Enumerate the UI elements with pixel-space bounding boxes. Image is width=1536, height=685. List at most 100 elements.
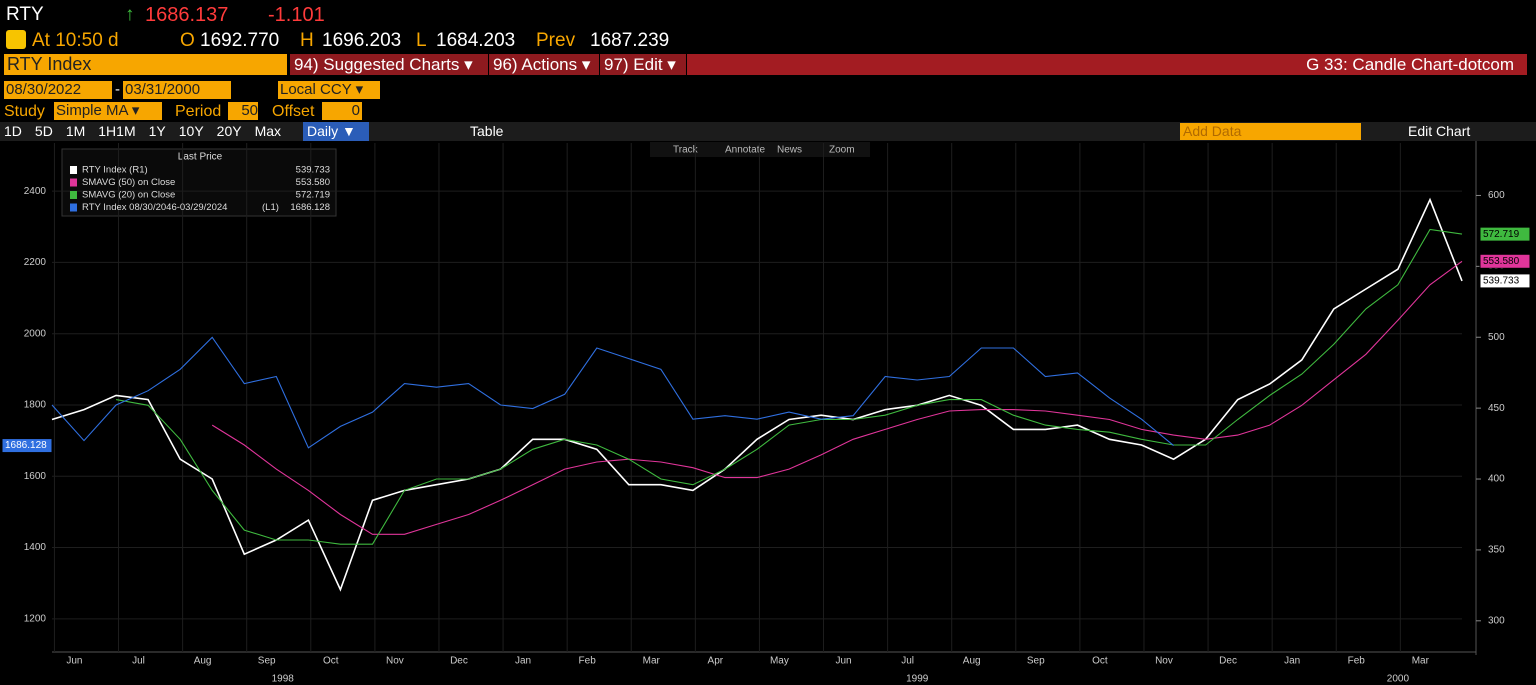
legend-name: RTY Index (R1) <box>82 165 148 176</box>
offset-field[interactable]: 0 <box>322 102 362 120</box>
title-band <box>687 54 1527 75</box>
header-area: RTY ↑ 1686.137 -1.101 At 10:50 d O 1692.… <box>0 0 1536 141</box>
edit-chart[interactable]: Edit Chart <box>1408 123 1471 139</box>
alert-icon[interactable] <box>6 30 26 49</box>
last-price: 1686.137 <box>145 4 229 26</box>
x-tick-label: Nov <box>1155 656 1173 667</box>
range-tab[interactable]: 1D <box>4 123 22 139</box>
last-value-label: 539.733 <box>1483 276 1520 287</box>
y-tick-label: 1400 <box>24 542 47 553</box>
x-tick-label: Dec <box>450 656 468 667</box>
x-tick-label: Oct <box>323 656 339 667</box>
legend-name: RTY Index 08/30/2046-03/29/2024 <box>82 202 227 213</box>
open-label: O <box>180 30 195 51</box>
legend-title: Last Price <box>178 152 223 163</box>
table-tab[interactable]: Table <box>470 123 504 139</box>
range-tab[interactable]: 1Y <box>148 123 166 139</box>
x-tick-label: Mar <box>1412 656 1430 667</box>
legend-name: SMAVG (50) on Close <box>82 177 175 188</box>
chart-tool: Track <box>673 145 699 156</box>
last-value-tag <box>1479 253 1531 269</box>
series-line <box>116 228 1463 545</box>
add-data-field[interactable]: Add Data <box>1180 123 1361 140</box>
range-tab[interactable]: 1M <box>65 123 86 139</box>
ticker: RTY <box>6 4 44 25</box>
legend-tag: (L1) <box>262 202 279 213</box>
legend-name: SMAVG (20) on Close <box>82 190 175 201</box>
menu-item[interactable]: 97) Edit ▾ <box>600 54 686 75</box>
x-tick-label: Mar <box>643 656 661 667</box>
series-line <box>51 336 1174 449</box>
legend-value: 1686.128 <box>290 202 330 213</box>
legend-swatch <box>70 191 77 199</box>
x-tick-label: Apr <box>708 656 724 667</box>
x-tick-label: Aug <box>194 656 212 667</box>
x-tick-label: Jan <box>1284 656 1300 667</box>
up-arrow: ↑ <box>125 4 135 25</box>
x-tick-label: Jun <box>835 656 851 667</box>
legend-value: 539.733 <box>296 165 330 176</box>
range-tab[interactable]: 1H1M <box>98 123 136 139</box>
chart-tools: Track Annotate News Zoom <box>650 142 870 157</box>
last-value-tag <box>1479 226 1531 242</box>
x-tick-label: Jan <box>515 656 531 667</box>
x-tick-label: Aug <box>963 656 981 667</box>
x-tick-label: Feb <box>579 656 597 667</box>
menu-item[interactable]: 94) Suggested Charts ▾ <box>290 54 488 75</box>
last-value-tag <box>1479 273 1531 289</box>
legend-swatch <box>70 203 77 212</box>
end-date[interactable]: 03/31/2000 <box>123 81 231 99</box>
tools-bar <box>650 142 870 157</box>
y-tick-label: 1600 <box>24 471 47 482</box>
range-tab[interactable]: Max <box>254 123 282 139</box>
offset-label: Offset <box>272 103 315 120</box>
net-change: -1.101 <box>268 4 325 26</box>
y2-tick-label: 450 <box>1488 403 1505 414</box>
y2-tick-label: 600 <box>1488 190 1505 201</box>
range-tab[interactable]: 20Y <box>216 123 242 139</box>
x-tick-label: Sep <box>258 656 276 667</box>
page-title: G 33: Candle Chart-dotcom <box>1306 55 1514 74</box>
x-tick-label: Dec <box>1219 656 1237 667</box>
menu-item[interactable]: 96) Actions ▾ <box>489 54 599 75</box>
high-value: 1696.203 <box>322 30 402 51</box>
series-line <box>51 197 1463 592</box>
at-time: At 10:50 d <box>32 30 119 51</box>
security-field[interactable]: RTY Index <box>4 54 287 75</box>
series-line <box>211 260 1463 535</box>
legend-value: 572.719 <box>296 190 330 201</box>
y2-tick-label: 500 <box>1488 332 1505 343</box>
y2-tick-label: 400 <box>1488 474 1505 485</box>
last-value-label: 572.719 <box>1483 229 1520 240</box>
last-value-label: 553.580 <box>1483 256 1520 267</box>
x-tick-label: Jun <box>66 656 82 667</box>
start-date[interactable]: 08/30/2022 <box>4 81 112 99</box>
high-label: H <box>300 30 314 51</box>
year-label: 2000 <box>1387 674 1410 685</box>
low-label: L <box>416 30 427 51</box>
range-tab[interactable]: 10Y <box>178 123 204 139</box>
x-tick-label: May <box>770 656 789 667</box>
legend-swatch <box>70 166 77 174</box>
chart-tool: Annotate <box>725 145 765 156</box>
x-tick-label: Feb <box>1348 656 1366 667</box>
range-tab[interactable]: 5D <box>34 123 53 139</box>
study-label: Study <box>4 103 45 120</box>
legend-value: 553.580 <box>296 177 330 188</box>
open-value: 1692.770 <box>200 30 280 51</box>
frequency-tab[interactable]: Daily ▼ <box>303 122 369 141</box>
currency-select[interactable]: Local CCY ▾ <box>278 81 380 99</box>
y2-tick-label: 350 <box>1488 545 1505 556</box>
period-label: Period <box>175 103 222 120</box>
year-label: 1999 <box>906 674 929 685</box>
date-dash: - <box>115 81 120 98</box>
study-select[interactable]: Simple MA ▾ <box>54 102 162 120</box>
x-tick-label: Nov <box>386 656 404 667</box>
x-tick-label: Oct <box>1092 656 1108 667</box>
year-label: 1998 <box>272 674 295 685</box>
y-tick-label: 1200 <box>24 613 47 624</box>
period-field[interactable]: 50 <box>228 102 258 120</box>
x-tick-label: Sep <box>1027 656 1045 667</box>
x-tick-label: Jul <box>132 656 145 667</box>
